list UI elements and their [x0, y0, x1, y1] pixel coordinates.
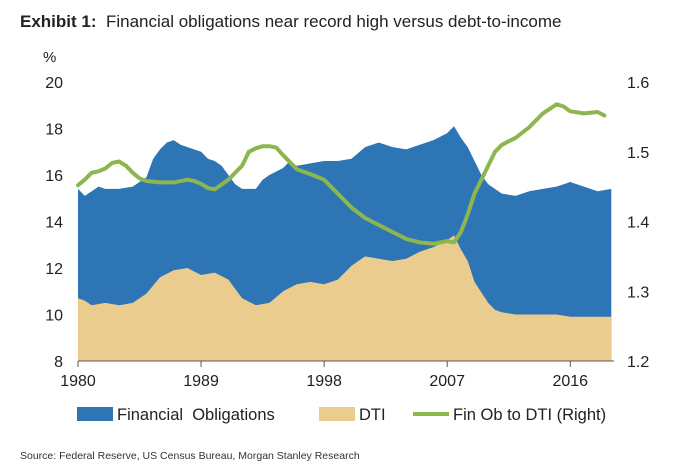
y-left-tick-label: 12: [45, 261, 63, 278]
legend-financial-obligations-swatch: [77, 407, 113, 421]
y-left-tick-label: 14: [45, 215, 63, 232]
x-tick-label: 2016: [552, 373, 588, 390]
x-tick-label: 1989: [183, 373, 219, 390]
x-tick-label: 2007: [429, 373, 465, 390]
legend: Financial Obligations DTI Fin Ob to DTI (R…: [77, 406, 606, 424]
area-dti: [78, 235, 612, 361]
source-note: Source: Federal Reserve, US Census Burea…: [20, 450, 360, 462]
x-tick-label: 1980: [60, 373, 96, 390]
y-right-tick-label: 1.2: [627, 354, 649, 371]
chart-title: Exhibit 1: Financial obligations near re…: [20, 12, 561, 32]
legend-financial-obligations-label: Financial Obligations: [117, 406, 275, 424]
y-right-tick-label: 1.4: [627, 215, 649, 232]
y-right-tick-label: 1.6: [627, 75, 649, 92]
y-left-tick-label: 10: [45, 308, 63, 325]
y-left-tick-label: 16: [45, 168, 63, 185]
y-left-tick-label: 8: [54, 354, 63, 371]
title-text: Financial obligations near record high v…: [105, 12, 562, 31]
y-right-tick-label: 1.5: [627, 145, 649, 162]
y-right-tick-label: 1.3: [627, 284, 649, 301]
legend-dti-swatch: [319, 407, 355, 421]
y-left-tick-label: 20: [45, 75, 63, 92]
x-tick-label: 1998: [306, 373, 342, 390]
legend-fin-ob-to-dti-label: Fin Ob to DTI (Right): [453, 406, 606, 424]
exhibit-label: Exhibit 1:: [20, 12, 97, 31]
y-left-unit-label: %: [43, 49, 56, 66]
chart: % 1980 1989 1998 2007 2016 8 10 12 14 16 18 20 1.2 1.…: [43, 49, 649, 424]
line-fin-ob-to-dti: [76, 102, 607, 246]
y-left-tick-label: 18: [45, 122, 63, 139]
legend-dti-label: DTI: [359, 406, 386, 424]
